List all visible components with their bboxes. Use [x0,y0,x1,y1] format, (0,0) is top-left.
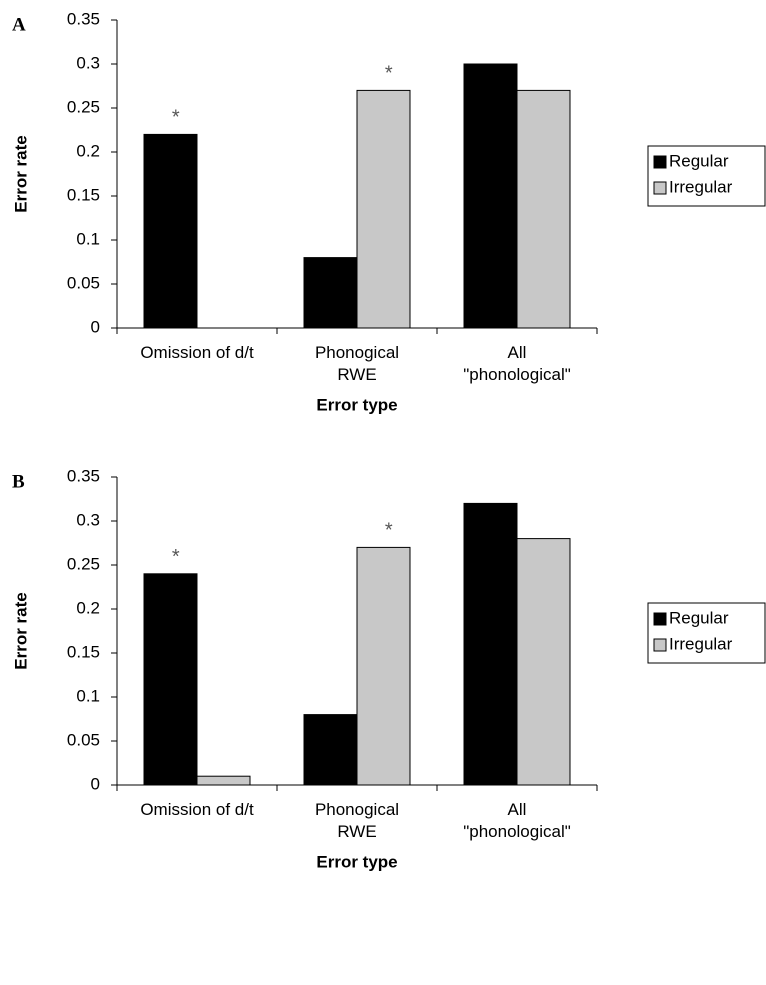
y-tick-label: 0.1 [76,686,100,705]
x-tick-label: Phonogical RWE [314,343,400,384]
bar [356,546,411,786]
legend-label: Regular [669,151,729,170]
x-axis-title: Error type [316,395,397,414]
bar [516,538,571,786]
y-tick-label: 0.15 [67,642,100,661]
annotation: * [385,520,393,542]
bar [463,63,518,329]
y-axis-title: Error rate [11,592,30,669]
legend-box [647,602,766,664]
y-tick-label: 0.35 [67,9,100,28]
bar [516,89,571,329]
panel-label: A [12,14,26,35]
y-tick-label: 0.05 [67,273,100,292]
legend-swatch [653,638,667,652]
bar [196,775,251,786]
y-tick-label: 0.3 [76,53,100,72]
y-tick-label: 0 [91,317,100,336]
legend-box [647,145,766,207]
legend-swatch [653,181,667,195]
y-tick-label: 0.35 [67,466,100,485]
legend-label: Irregular [669,177,733,196]
x-tick-label: Omission of d/t [140,800,254,819]
y-tick-label: 0.2 [76,598,100,617]
x-tick-label: All "phonological" [463,343,571,384]
y-tick-label: 0.25 [67,554,100,573]
y-tick-label: 0.25 [67,97,100,116]
y-tick-label: 0.15 [67,185,100,204]
legend-swatch [653,155,667,169]
annotation: * [385,63,393,85]
annotation: * [172,546,180,568]
bar [143,133,198,329]
x-tick-label: Phonogical RWE [314,800,400,841]
y-tick-label: 0.3 [76,510,100,529]
bar [303,714,358,786]
bar [143,573,198,786]
x-tick-label: All "phonological" [463,800,571,841]
legend-swatch [653,612,667,626]
bar [463,502,518,786]
y-tick-label: 0.2 [76,141,100,160]
legend-label: Regular [669,608,729,627]
y-tick-label: 0.1 [76,229,100,248]
annotation: * [172,107,180,129]
bar [356,89,411,329]
x-tick-label: Omission of d/t [140,343,254,362]
legend-label: Irregular [669,634,733,653]
y-tick-label: 0 [91,774,100,793]
x-axis-title: Error type [316,852,397,871]
y-axis-title: Error rate [11,135,30,212]
y-tick-label: 0.05 [67,730,100,749]
bar [303,257,358,329]
panel-label: B [12,471,25,492]
